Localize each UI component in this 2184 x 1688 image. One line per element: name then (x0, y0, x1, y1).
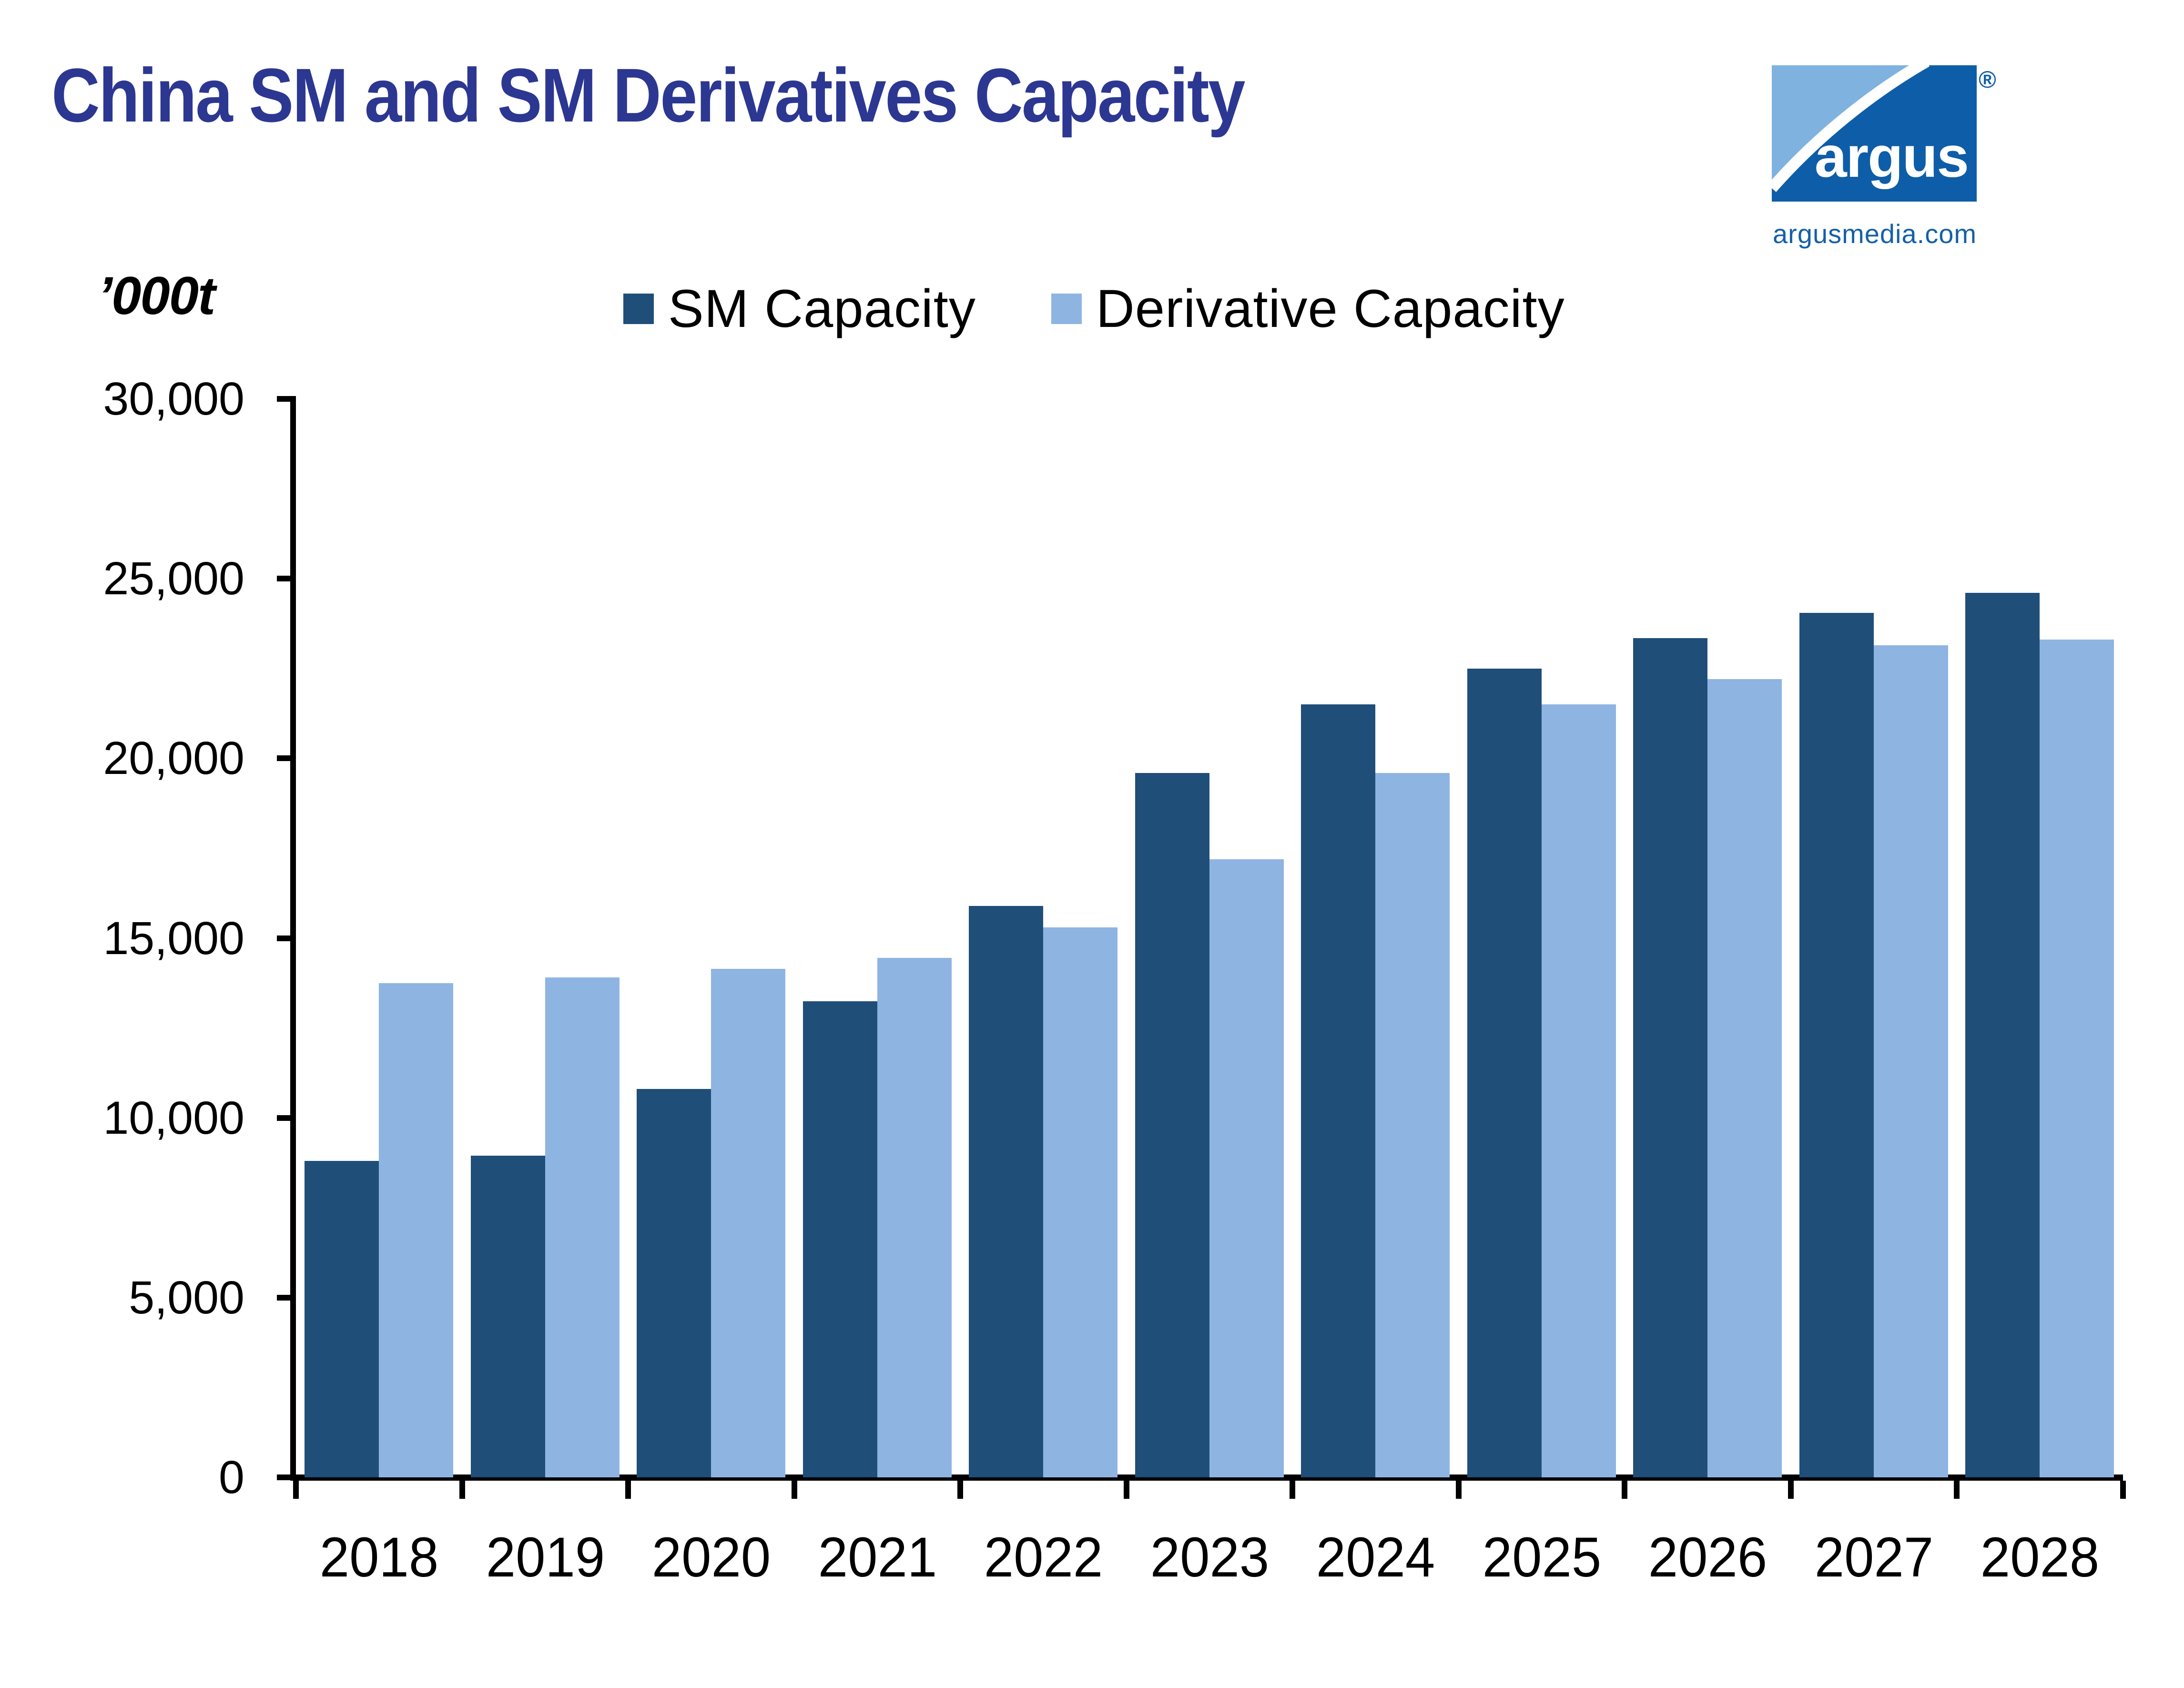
bar-derivative-capacity-2022 (1043, 927, 1118, 1477)
bar-derivative-capacity-2019 (545, 977, 620, 1477)
legend-label-sm-capacity: SM Capacity (668, 279, 976, 338)
bar-derivative-capacity-2021 (877, 958, 952, 1477)
x-axis-tick (2120, 1481, 2126, 1499)
plot-area: 0 5,000 10,000 15,000 20,000 25,000 30,000 2018… (103, 375, 2126, 1589)
derivative-capacity-swatch-icon (1051, 293, 1082, 324)
y-axis-label: 0 (219, 1451, 244, 1503)
y-axis-tick (277, 935, 296, 941)
argus-logo: argus (1772, 65, 1977, 202)
chart-legend: SM Capacity Derivative Capacity (623, 278, 1565, 339)
bar-derivative-capacity-2018 (379, 983, 453, 1477)
x-axis-label-2018: 2018 (319, 1526, 439, 1589)
bar-sm-capacity-2028 (1965, 593, 2040, 1477)
legend-item-derivative-capacity: Derivative Capacity (1051, 278, 1565, 339)
argus-logo-graphic: argus (1772, 65, 1977, 202)
y-axis-label: 20,000 (103, 732, 244, 784)
y-axis-label: 10,000 (103, 1091, 244, 1144)
bar-derivative-capacity-2023 (1209, 859, 1284, 1477)
y-axis-label: 5,000 (129, 1271, 244, 1323)
x-axis-label-2027: 2027 (1814, 1526, 1934, 1589)
y-axis-tick (277, 755, 296, 762)
bar-derivative-capacity-2028 (2040, 640, 2114, 1477)
bar-sm-capacity-2023 (1135, 773, 1209, 1477)
bar-sm-capacity-2026 (1633, 638, 1708, 1477)
legend-item-sm-capacity: SM Capacity (623, 278, 976, 339)
x-axis-tick (1788, 1481, 1794, 1499)
x-axis-tick (1290, 1481, 1296, 1499)
x-axis-label-2024: 2024 (1316, 1526, 1435, 1589)
y-axis-label: 15,000 (103, 912, 244, 964)
x-axis-label-2019: 2019 (486, 1526, 605, 1589)
x-axis-tick (293, 1481, 299, 1499)
x-axis-tick (957, 1481, 964, 1499)
x-axis-label-2026: 2026 (1648, 1526, 1768, 1589)
y-axis-unit-label: ’000t (98, 266, 215, 325)
x-axis-label-2023: 2023 (1150, 1526, 1269, 1589)
bar-sm-capacity-2020 (637, 1089, 711, 1477)
logo-light-triangle (1772, 65, 1923, 185)
x-axis-tick (459, 1481, 465, 1499)
bar-sm-capacity-2018 (305, 1161, 379, 1477)
y-axis-tick (277, 576, 296, 582)
bar-derivative-capacity-2024 (1375, 773, 1450, 1477)
x-axis-label-2020: 2020 (651, 1526, 771, 1589)
bar-sm-capacity-2024 (1301, 704, 1376, 1477)
logo-white-curve (1772, 65, 1930, 192)
sm-capacity-swatch-icon (623, 293, 654, 324)
logo-domain-text: argusmedia.com (1773, 219, 1977, 249)
y-axis-tick (277, 1294, 296, 1301)
legend-label-derivative-capacity: Derivative Capacity (1096, 279, 1565, 338)
x-axis-label-2028: 2028 (1981, 1526, 2100, 1589)
x-axis-tick (625, 1481, 631, 1499)
x-axis-label-2021: 2021 (818, 1526, 937, 1589)
y-axis-label: 25,000 (103, 552, 244, 605)
x-axis-label-2025: 2025 (1482, 1526, 1601, 1589)
y-axis-tick (277, 1115, 296, 1121)
bar-derivative-capacity-2027 (1873, 645, 1948, 1477)
bar-sm-capacity-2021 (802, 1001, 877, 1477)
bar-sm-capacity-2019 (470, 1155, 545, 1477)
registered-trademark-icon: ® (1979, 66, 1996, 93)
x-axis-tick (1455, 1481, 1462, 1499)
y-axis-tick (277, 1474, 296, 1480)
y-axis-tick (277, 396, 296, 402)
x-axis-tick (1954, 1481, 1960, 1499)
x-axis-tick (791, 1481, 797, 1499)
x-axis-label-2022: 2022 (984, 1526, 1103, 1589)
bar-derivative-capacity-2020 (711, 968, 786, 1477)
bar-derivative-capacity-2025 (1541, 704, 1616, 1477)
bar-sm-capacity-2022 (969, 905, 1044, 1477)
x-axis-tick (1123, 1481, 1129, 1499)
bar-derivative-capacity-2026 (1707, 679, 1782, 1477)
x-axis-tick (1622, 1481, 1628, 1499)
bar-sm-capacity-2025 (1467, 668, 1542, 1477)
y-axis-label: 30,000 (103, 373, 244, 425)
logo-wordmark: argus (1815, 124, 1968, 189)
bar-sm-capacity-2027 (1799, 612, 1874, 1477)
chart-title: China SM and SM Derivatives Capacity (51, 52, 1245, 138)
